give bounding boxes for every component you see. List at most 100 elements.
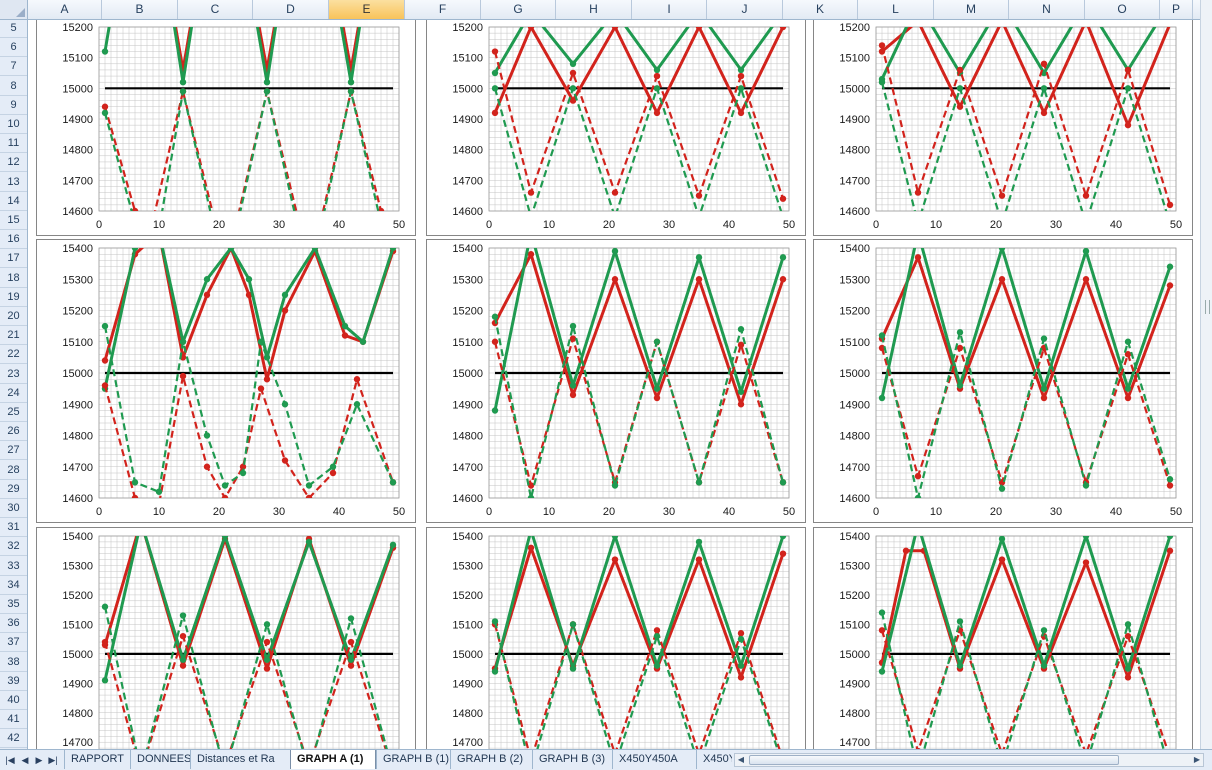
row-header-12[interactable]: 12 [0, 153, 27, 173]
horizontal-scrollbar[interactable]: ◀ ▶ [734, 753, 1204, 767]
row-header-25[interactable]: 25 [0, 403, 27, 422]
row-header-17[interactable]: 17 [0, 249, 27, 269]
sheet-tab-graph-b-1-[interactable]: GRAPH B (1) [376, 750, 450, 769]
sheet-tab-graph-b-2-[interactable]: GRAPH B (2) [450, 750, 532, 769]
row-header-18[interactable]: 18 [0, 269, 27, 288]
row-header-6[interactable]: 6 [0, 38, 27, 58]
row-header-19[interactable]: 19 [0, 288, 27, 307]
sheet-tab-graph-b-3-[interactable]: GRAPH B (3) [532, 750, 612, 769]
row-header-41[interactable]: 41 [0, 710, 27, 730]
chart-row2-col1[interactable]: 14600 14700 14800 14900 15000 15100 15200 15300… [36, 239, 416, 523]
row-header-32[interactable]: 32 [0, 537, 27, 557]
select-all-corner[interactable] [0, 0, 28, 20]
data-point-red [902, 547, 910, 554]
row-header-9[interactable]: 9 [0, 96, 27, 115]
row-header-36[interactable]: 36 [0, 614, 27, 634]
chart-row1-col2[interactable]: 14600 14700 14800 14900 15000 15100 15200 0 10 20… [426, 20, 806, 236]
row-header-26[interactable]: 26 [0, 422, 27, 442]
data-point-red [1124, 351, 1132, 358]
sheet-tab-rapport[interactable]: RAPPORT [64, 750, 130, 769]
row-header-20[interactable]: 20 [0, 307, 27, 326]
first-sheet-icon[interactable]: |◀ [5, 755, 15, 765]
row-header-35[interactable]: 35 [0, 595, 27, 614]
vertical-scrollbar[interactable] [1200, 0, 1212, 749]
column-header-m[interactable]: M [934, 0, 1009, 19]
data-point-red [281, 457, 289, 464]
row-header-23[interactable]: 23 [0, 365, 27, 384]
data-point-green [203, 276, 211, 283]
row-header-34[interactable]: 34 [0, 576, 27, 595]
scroll-thumb[interactable] [749, 755, 1119, 765]
chart-gridlines [98, 26, 400, 212]
sheet-tab-x450y450a[interactable]: X450Y450A [612, 750, 696, 769]
row-header-13[interactable]: 13 [0, 173, 27, 192]
chart-row3-col3[interactable]: 14700 14800 14900 15000 15100 15200 15300 15400 [813, 527, 1193, 749]
scroll-right-icon[interactable]: ▶ [1193, 755, 1201, 764]
chart-svg: 14600 14700 14800 14900 15000 15100 15200 0 10 20… [62, 22, 405, 231]
row-header-30[interactable]: 30 [0, 499, 27, 518]
last-sheet-icon[interactable]: ▶| [48, 755, 58, 765]
column-header-b[interactable]: B [102, 0, 178, 19]
row-header-29[interactable]: 29 [0, 480, 27, 499]
data-point-green [318, 223, 324, 229]
chart-row3-col1[interactable]: 14700 14800 14900 15000 15100 15200 15300 15400 [36, 527, 416, 749]
row-header-7[interactable]: 7 [0, 57, 27, 77]
column-header-p[interactable]: P [1160, 0, 1193, 19]
row-header-31[interactable]: 31 [0, 518, 27, 538]
column-header-k[interactable]: K [783, 0, 858, 19]
column-header-h[interactable]: H [556, 0, 632, 19]
row-header-5[interactable]: 5 [0, 20, 27, 38]
column-header-j[interactable]: J [707, 0, 783, 19]
data-point-green [915, 220, 921, 226]
prev-sheet-icon[interactable]: ◀ [21, 755, 29, 765]
column-header-e[interactable]: E [329, 0, 405, 19]
column-header-i[interactable]: I [632, 0, 707, 19]
chart-row1-col3[interactable]: 14600 14700 14800 14900 15000 15100 15200 0 10 20… [813, 20, 1193, 236]
column-header-d[interactable]: D [253, 0, 329, 19]
y-tick-label: 14900 [452, 678, 483, 690]
data-point-green [956, 618, 964, 625]
column-header-o[interactable]: O [1085, 0, 1160, 19]
row-header-21[interactable]: 21 [0, 326, 27, 346]
data-point-red [611, 189, 619, 196]
row-header-27[interactable]: 27 [0, 441, 27, 461]
chart-row2-col2[interactable]: 14600 14700 14800 14900 15000 15100 15200 15300… [426, 239, 806, 523]
row-header-42[interactable]: 42 [0, 729, 27, 749]
column-header-n[interactable]: N [1009, 0, 1085, 19]
next-sheet-icon[interactable]: ▶ [35, 755, 43, 765]
row-header-15[interactable]: 15 [0, 211, 27, 230]
sheet-tab-distances-et-ra[interactable]: Distances et Ra [190, 750, 290, 769]
worksheet-grid[interactable]: 14600 14700 14800 14900 15000 15100 15200 0 10 20… [28, 20, 1200, 749]
chart-row2-col3[interactable]: 14600 14700 14800 14900 15000 15100 15200 15300… [813, 239, 1193, 523]
column-header-l[interactable]: L [858, 0, 934, 19]
sheet-tab-donnees[interactable]: DONNEES [130, 750, 190, 769]
row-header-16[interactable]: 16 [0, 230, 27, 250]
data-point-green [998, 485, 1006, 492]
row-header-11[interactable]: 11 [0, 134, 27, 154]
y-tick-label: 15400 [452, 243, 483, 255]
row-header-33[interactable]: 33 [0, 557, 27, 576]
sheet-tab-x450y[interactable]: X450Y [696, 750, 732, 769]
data-point-green [998, 248, 1006, 252]
chart-row3-col2[interactable]: 14700 14800 14900 15000 15100 15200 15300 15400 [426, 527, 806, 749]
scroll-left-icon[interactable]: ◀ [737, 755, 745, 764]
row-header-37[interactable]: 37 [0, 633, 27, 653]
row-header-28[interactable]: 28 [0, 461, 27, 480]
row-header-38[interactable]: 38 [0, 653, 27, 672]
sheet-tab-graph-a-1-[interactable]: GRAPH A (1) [290, 750, 376, 769]
row-header-10[interactable]: 10 [0, 115, 27, 134]
row-header-40[interactable]: 40 [0, 691, 27, 710]
row-header-14[interactable]: 14 [0, 192, 27, 211]
x-tick-label: 0 [873, 219, 879, 231]
column-header-g[interactable]: G [481, 0, 556, 19]
chart-row1-col1[interactable]: 14600 14700 14800 14900 15000 15100 15200 0 10 20… [36, 20, 416, 236]
data-point-green [329, 463, 337, 470]
row-header-39[interactable]: 39 [0, 672, 27, 691]
column-header-a[interactable]: A [28, 0, 102, 19]
data-point-green [1124, 621, 1132, 628]
column-header-c[interactable]: C [178, 0, 253, 19]
row-header-24[interactable]: 24 [0, 384, 27, 403]
row-header-22[interactable]: 22 [0, 345, 27, 365]
row-header-8[interactable]: 8 [0, 77, 27, 96]
column-header-f[interactable]: F [405, 0, 481, 19]
